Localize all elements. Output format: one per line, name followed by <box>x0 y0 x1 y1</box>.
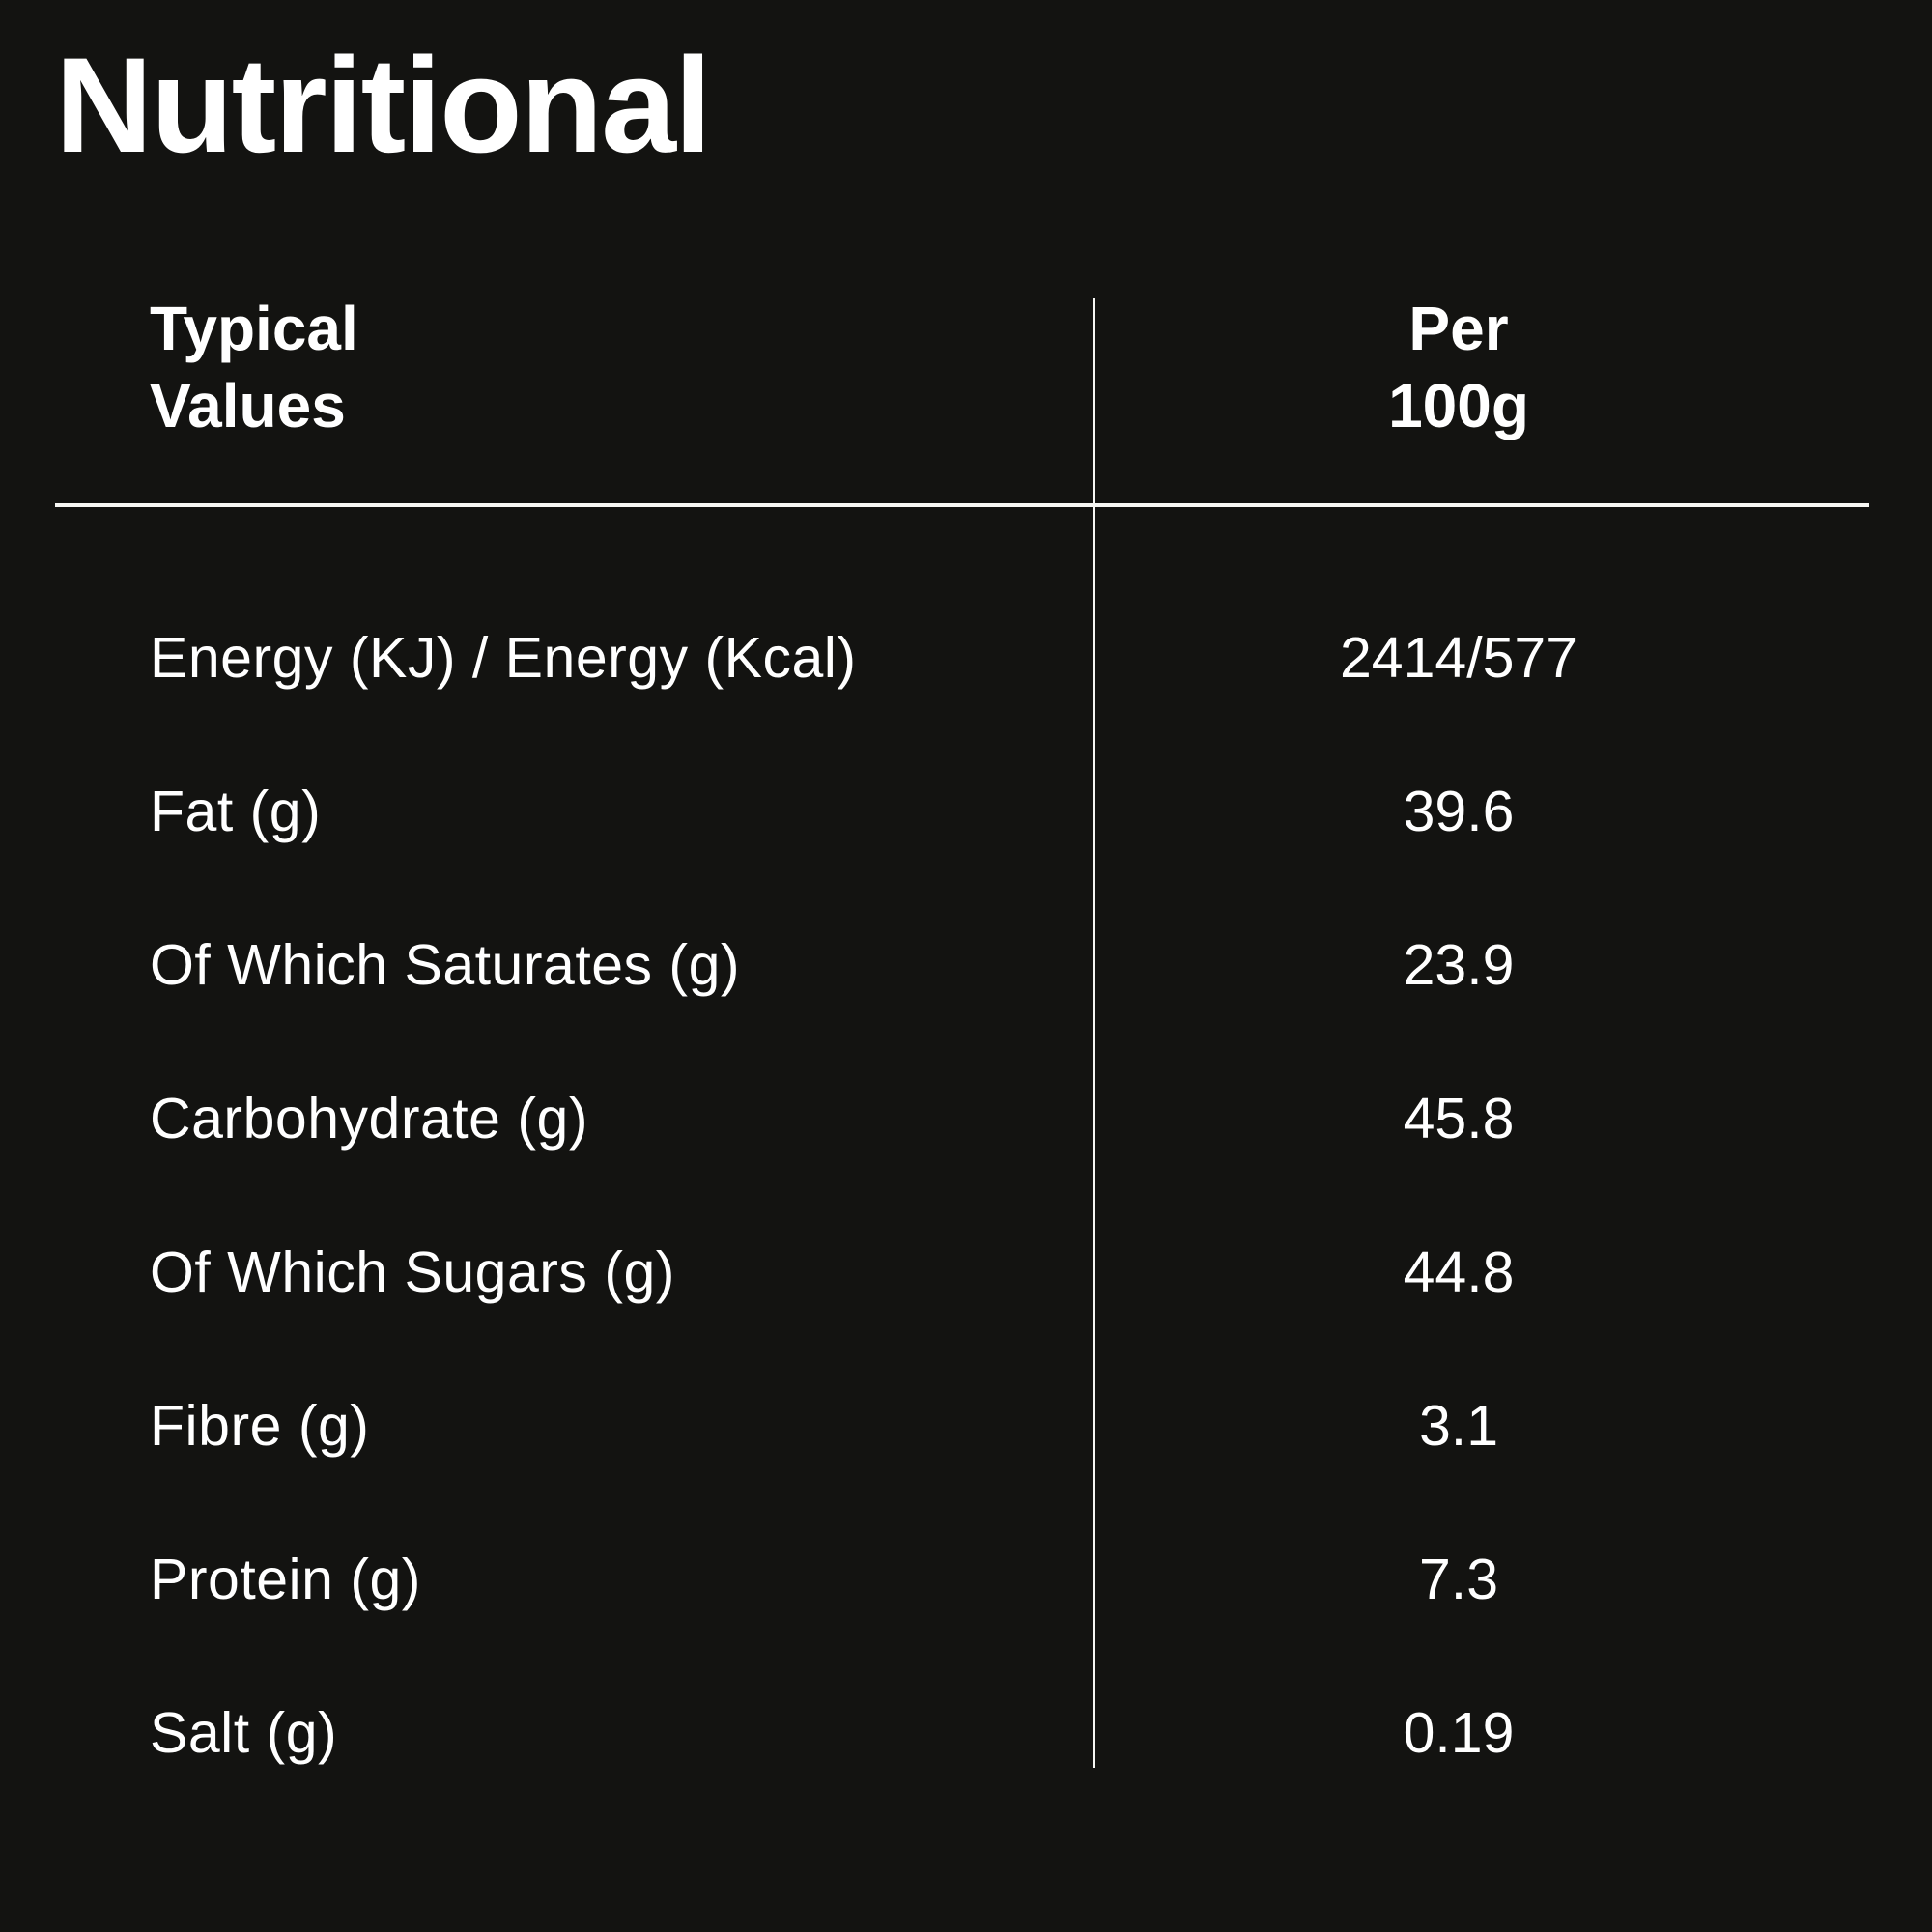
column-divider-line <box>1093 298 1095 1768</box>
table-row-energy: Energy (KJ) / Energy (Kcal) 2414/577 <box>0 581 1932 734</box>
row-value: 44.8 <box>1403 1239 1515 1304</box>
row-label: Salt (g) <box>150 1700 338 1765</box>
row-value: 0.19 <box>1403 1700 1515 1765</box>
row-label: Protein (g) <box>150 1547 421 1611</box>
table-row-sugars: Of Which Sugars (g) 44.8 <box>0 1195 1932 1349</box>
row-value: 3.1 <box>1418 1393 1499 1458</box>
row-value: 23.9 <box>1403 932 1515 997</box>
table-row-fibre: Fibre (g) 3.1 <box>0 1349 1932 1502</box>
row-value: 2414/577 <box>1339 625 1578 690</box>
row-value: 39.6 <box>1403 779 1515 843</box>
header-divider-line <box>55 503 1869 507</box>
column-header-typical-values: Typical Values <box>150 294 358 440</box>
panel-title: Nutritional <box>55 29 712 181</box>
table-row-carbohydrate: Carbohydrate (g) 45.8 <box>0 1041 1932 1195</box>
table-row-saturates: Of Which Saturates (g) 23.9 <box>0 888 1932 1041</box>
table-row-salt: Salt (g) 0.19 <box>0 1656 1932 1809</box>
row-label: Of Which Sugars (g) <box>150 1239 675 1304</box>
row-label: Energy (KJ) / Energy (Kcal) <box>150 625 857 690</box>
row-value: 45.8 <box>1403 1086 1515 1151</box>
table-row-protein: Protein (g) 7.3 <box>0 1502 1932 1656</box>
row-label: Carbohydrate (g) <box>150 1086 588 1151</box>
row-label: Fat (g) <box>150 779 322 843</box>
row-value: 7.3 <box>1418 1547 1499 1611</box>
row-label: Of Which Saturates (g) <box>150 932 741 997</box>
table-row-fat: Fat (g) 39.6 <box>0 734 1932 888</box>
row-label: Fibre (g) <box>150 1393 370 1458</box>
nutrition-table: Energy (KJ) / Energy (Kcal) 2414/577 Fat… <box>0 581 1932 1809</box>
column-header-per-100g: Per 100g <box>1388 294 1529 440</box>
